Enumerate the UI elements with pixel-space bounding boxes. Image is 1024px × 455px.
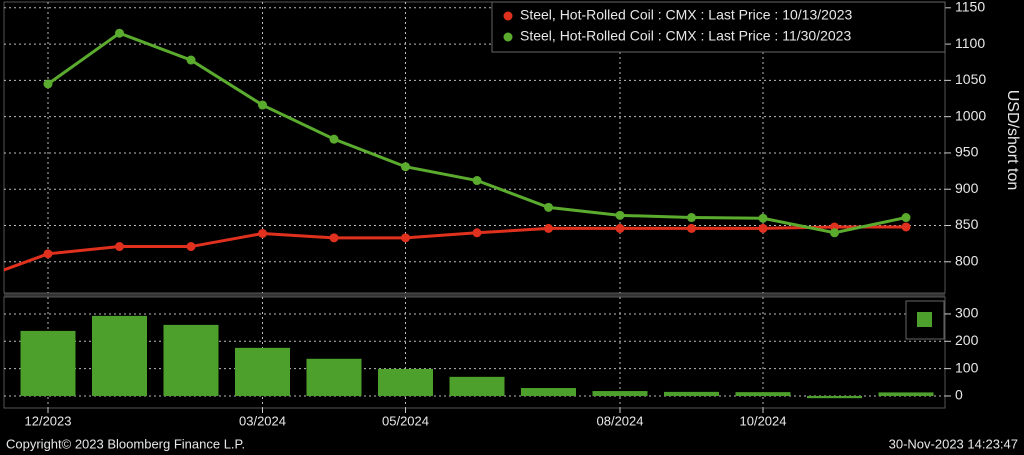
- data-point: [901, 213, 911, 223]
- x-tick-label: 08/2024: [597, 413, 644, 428]
- bar: [735, 392, 791, 396]
- y-tick-label: 850: [955, 216, 979, 232]
- y-tick-label: 800: [955, 252, 979, 268]
- y-tick-label: 1050: [955, 71, 986, 87]
- data-point: [401, 233, 410, 243]
- y-tick-label: 200: [955, 332, 979, 348]
- bar: [878, 392, 934, 396]
- data-point: [115, 28, 124, 38]
- data-point: [901, 222, 911, 232]
- axes: 12/2023 03/2024 05/2024 08/2024 10/2024 800 85…: [25, 0, 987, 428]
- y-tick-label: 1000: [955, 107, 986, 123]
- bar: [664, 391, 719, 396]
- data-point: [329, 233, 339, 243]
- y-axis-label: USD/short ton: [1004, 90, 1021, 190]
- x-tick-label: 12/2023: [25, 413, 72, 428]
- y-tick-label: 1150: [955, 0, 985, 15]
- data-point: [758, 223, 768, 233]
- y-tick-label: 1100: [955, 35, 985, 51]
- x-tick-label: 10/2024: [740, 413, 787, 428]
- footer-left: Copyright© 2023 Bloomberg Finance L.P.: [6, 436, 245, 451]
- bar: [521, 388, 576, 396]
- y-tick-label: 900: [955, 180, 979, 196]
- data-point: [687, 223, 696, 233]
- data-point: [472, 228, 482, 238]
- data-point: [258, 228, 267, 238]
- bar: [592, 391, 648, 396]
- data-point: [401, 162, 410, 172]
- data-point: [43, 249, 53, 259]
- data-point: [329, 134, 339, 144]
- y-tick-label: 100: [955, 359, 979, 375]
- data-point: [115, 242, 124, 252]
- data-point: [544, 202, 553, 212]
- legend-label: Steel, Hot-Rolled Coil : CMX : Last Pric…: [520, 28, 851, 44]
- data-point: [186, 242, 196, 252]
- legend: [491, 1, 946, 53]
- series-line: [4, 225, 906, 272]
- top-plot: [4, 2, 945, 293]
- bar: [163, 324, 219, 396]
- data-point: [830, 228, 839, 238]
- x-tick-label: 03/2024: [239, 413, 286, 428]
- data-point: [758, 213, 768, 223]
- y-tick-label: 0: [955, 387, 963, 403]
- data-point: [258, 100, 267, 110]
- bar: [92, 315, 147, 396]
- legend-label: Steel, Hot-Rolled Coil : CMX : Last Pric…: [520, 7, 852, 23]
- bar: [20, 330, 76, 396]
- data-point: [43, 79, 53, 89]
- legend-entries: Steel, Hot-Rolled Coil : CMX : Last Pric…: [503, 7, 852, 44]
- footer-right: 30-Nov-2023 14:23:47: [889, 436, 1018, 451]
- x-tick-label: 05/2024: [382, 413, 429, 428]
- legend-marker: [503, 32, 513, 42]
- data-point: [544, 223, 553, 233]
- bar-legend-key: [917, 312, 932, 327]
- bar: [378, 368, 433, 396]
- bar: [807, 395, 862, 399]
- y-tick-label: 950: [955, 144, 979, 160]
- bar: [235, 347, 290, 396]
- bar: [449, 376, 505, 396]
- y-tick-label: 300: [955, 305, 979, 321]
- data-point: [687, 213, 696, 223]
- data-point: [615, 223, 625, 233]
- bottom-plot: [4, 297, 945, 408]
- data-point: [186, 55, 196, 65]
- data-point: [615, 210, 625, 220]
- legend-marker: [503, 11, 513, 21]
- data-point: [472, 176, 482, 186]
- bar: [306, 358, 362, 396]
